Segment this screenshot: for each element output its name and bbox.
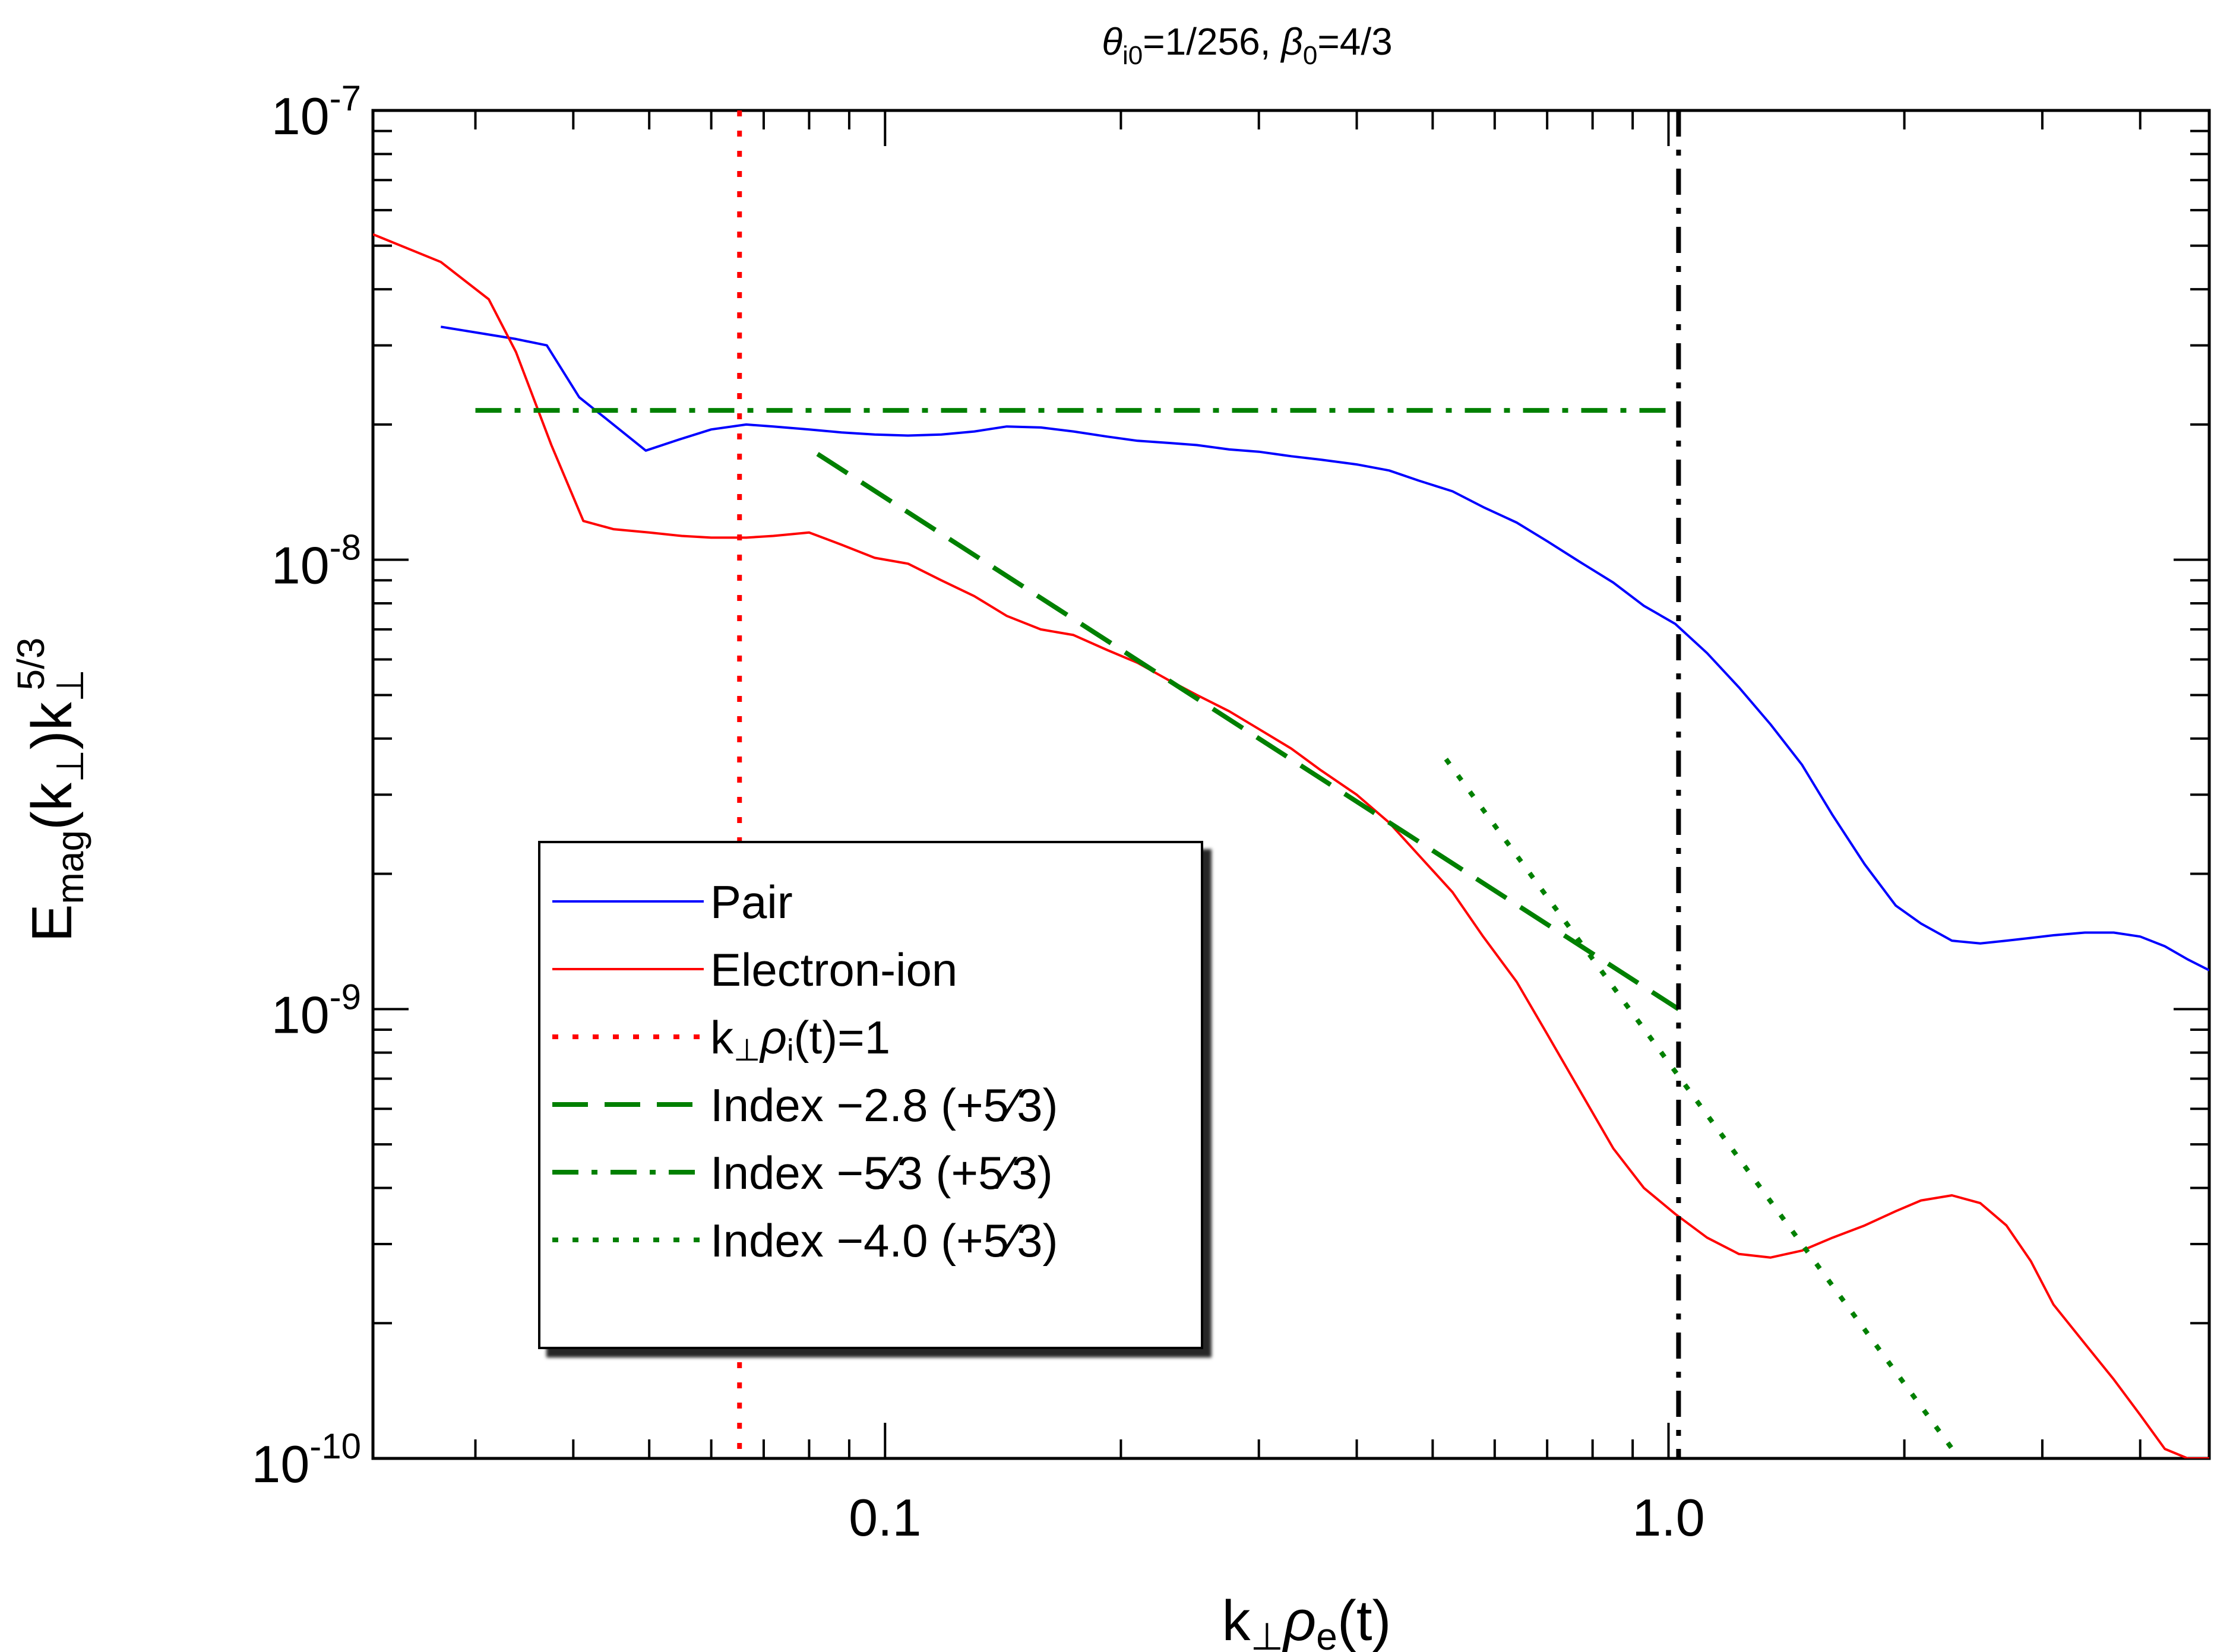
series-index-2-8-5-3-line	[816, 452, 1680, 1011]
legend-items: Pair Electron-ion k⊥ρi(t)=1 Index −2.8 (+5⁄…	[552, 876, 1058, 1267]
y-tick-label: 10-7	[271, 78, 361, 145]
x-tick-label: 0.1	[849, 1488, 921, 1547]
y-tick-labels: 10-7 10-8 10-9 10-10	[251, 78, 361, 1493]
y-tick-label: 10-8	[271, 528, 361, 595]
chart-title: θi0=1/256, β0=4/3	[1102, 20, 1392, 70]
legend-item: Pair	[552, 876, 793, 928]
series-layer	[373, 110, 2209, 1458]
legend-item: Index −4.0 (+5⁄3)	[552, 1214, 1058, 1267]
y-tick-label: 10-9	[271, 977, 361, 1044]
x-tick-label: 1.0	[1632, 1488, 1704, 1547]
legend-item: Index −2.8 (+5⁄3)	[552, 1079, 1058, 1131]
legend-item: k⊥ρi(t)=1	[552, 1011, 890, 1068]
legend-item: Electron-ion	[552, 944, 957, 996]
legend-label: k⊥ρi(t)=1	[710, 1011, 890, 1068]
x-tick-labels: 0.1 1.0	[849, 1488, 1705, 1547]
series-pair-line	[440, 325, 2209, 971]
series-index-4-0-5-3-line	[1444, 758, 1962, 1458]
y-axis-label: Emag(k⊥)k⊥5/3	[10, 638, 91, 942]
legend-label: Index −5⁄3 (+5⁄3)	[710, 1147, 1053, 1199]
y-tick-label: 10-10	[251, 1426, 361, 1493]
axis-ticks	[373, 109, 2209, 1460]
series-electron-ion-line	[373, 233, 2209, 1458]
legend-label: Pair	[710, 876, 793, 928]
plot-area	[371, 109, 2211, 1460]
legend: Pair Electron-ion k⊥ρi(t)=1 Index −2.8 (+5⁄…	[538, 841, 1203, 1349]
legend-item: Index −5⁄3 (+5⁄3)	[552, 1147, 1053, 1199]
legend-label: Index −4.0 (+5⁄3)	[710, 1214, 1058, 1267]
legend-label: Index −2.8 (+5⁄3)	[710, 1079, 1058, 1131]
x-axis-label: k⊥ρe(t)	[1222, 1589, 1391, 1652]
legend-label: Electron-ion	[710, 944, 957, 996]
